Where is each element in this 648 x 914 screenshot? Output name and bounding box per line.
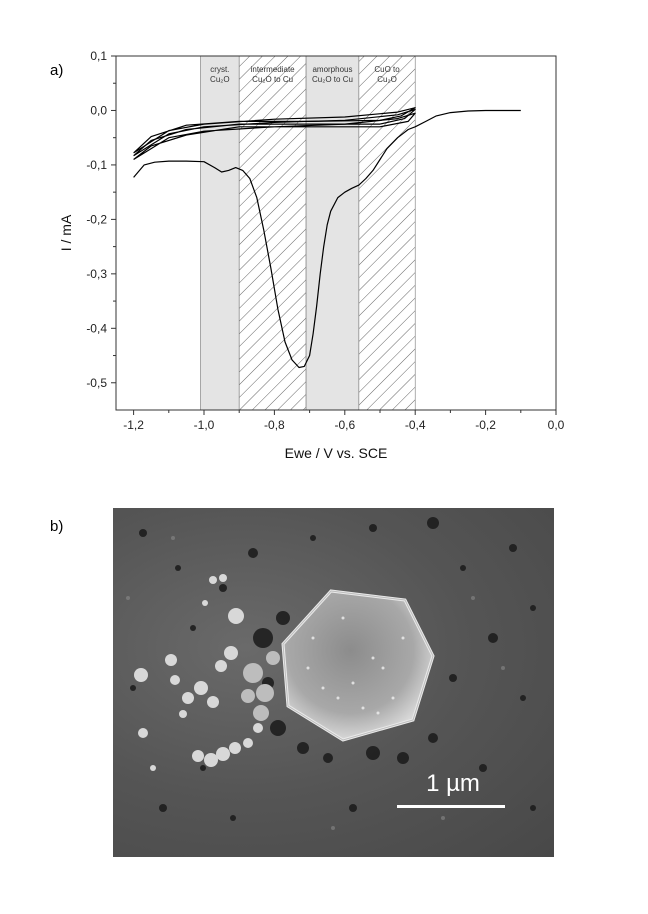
- panel-b-label: b): [50, 518, 64, 535]
- region-label-4-1: CuO to: [374, 65, 400, 74]
- region-band-2: [238, 55, 307, 411]
- x-tick-label: -0,8: [264, 418, 285, 432]
- y-tick-label: -0,4: [86, 321, 107, 335]
- panel-a-label: a): [50, 62, 64, 79]
- region-band-1: [200, 55, 240, 411]
- y-tick-label: -0,2: [86, 212, 107, 226]
- region-label-1-2: Cu₂O: [210, 75, 230, 84]
- region-band-3: [305, 55, 360, 411]
- scale-bar: [397, 805, 505, 808]
- cv-series-line-2: [133, 112, 416, 161]
- region-label-4-2: Cu₂O: [377, 75, 397, 84]
- x-tick-label: -0,4: [405, 418, 426, 432]
- x-tick-label: -1,2: [123, 418, 144, 432]
- y-tick-label: -0,5: [86, 376, 107, 390]
- crystal-particle: [281, 589, 435, 742]
- region-label-2-1: intermediate: [251, 65, 296, 74]
- sem-micrograph: [113, 508, 554, 857]
- region-band-4: [358, 55, 416, 411]
- scale-bar-label: 1 µm: [426, 770, 480, 797]
- x-tick-label: 0,0: [548, 418, 565, 432]
- y-tick-label: -0,3: [86, 267, 107, 281]
- x-tick-label: -0,2: [475, 418, 496, 432]
- x-axis-title: Ewe / V vs. SCE: [285, 445, 388, 461]
- cv-series-line-3: [133, 108, 416, 157]
- plot-frame: [115, 55, 557, 411]
- cv-series-line-1: [133, 109, 521, 369]
- region-label-1-1: cryst.: [210, 65, 229, 74]
- region-label-3-1: amorphous: [312, 65, 352, 74]
- x-tick-label: -1,0: [194, 418, 215, 432]
- y-tick-label: -0,1: [86, 158, 107, 172]
- region-label-3-2: Cu₂O to Cu: [312, 75, 353, 84]
- region-label-2-2: Cu₂O to Cu: [252, 75, 293, 84]
- y-tick-label: 0,1: [90, 49, 107, 63]
- cv-series-line-4: [133, 107, 416, 154]
- y-tick-label: 0,0: [90, 103, 107, 117]
- y-axis-title: I / mA: [58, 214, 74, 251]
- x-tick-label: -0,6: [334, 418, 355, 432]
